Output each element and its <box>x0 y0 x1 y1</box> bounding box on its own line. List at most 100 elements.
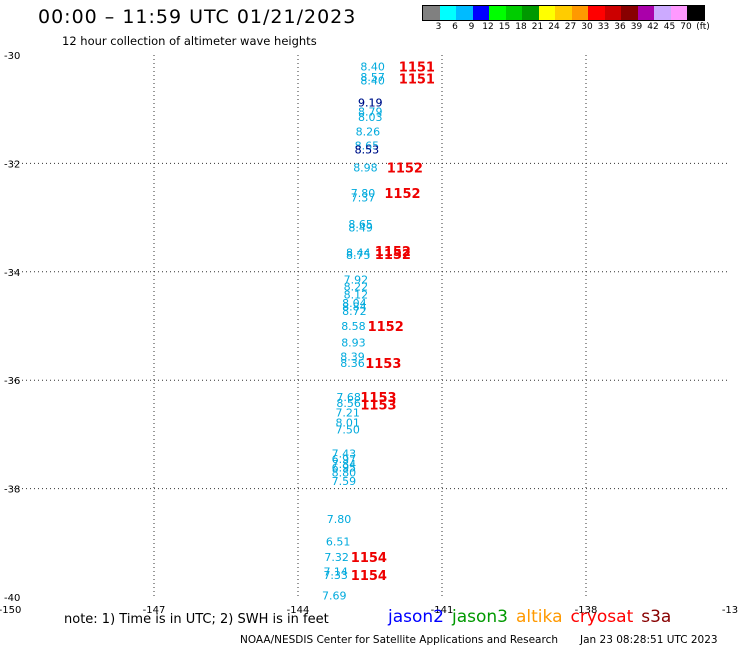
wave-height-label: 8.53 <box>355 143 380 156</box>
time-annotation: 1151 <box>399 60 435 75</box>
time-annotation: 1152 <box>384 187 420 202</box>
wave-height-label: 8.36 <box>340 357 365 370</box>
color-swatch <box>472 6 489 20</box>
time-annotation: 1154 <box>351 551 387 566</box>
wave-height-label: 7.59 <box>332 475 357 488</box>
x-tick-label: -13 <box>722 605 738 616</box>
color-scale-label: 18 <box>515 22 527 32</box>
wave-height-label: 7.43 <box>332 447 357 460</box>
y-tick-label: -38 <box>4 485 20 496</box>
generation-timestamp: Jan 23 08:28:51 UTC 2023 <box>580 634 718 646</box>
wave-height-label: 8.40 <box>360 74 385 87</box>
color-swatch <box>687 6 704 20</box>
color-swatch <box>637 6 654 20</box>
x-tick-label: -141 <box>431 605 454 616</box>
x-tick-label: -147 <box>143 605 166 616</box>
wave-height-label: 8.65 <box>348 218 373 231</box>
chart-title: 00:00 – 11:59 UTC 01/21/2023 <box>38 6 357 28</box>
color-swatch <box>670 6 687 20</box>
wave-height-label: 6.51 <box>326 536 351 549</box>
wave-height-label: 6.95 <box>332 461 357 474</box>
wave-height-label: 9.19 <box>358 97 383 110</box>
wave-height-label: 7.84 <box>332 458 357 471</box>
color-swatch <box>588 6 605 20</box>
axis-tick-labels: -150 -147 -144 -141 -138 -13 -30 -32 -34 -36 -38 -4… <box>0 51 738 616</box>
color-swatch <box>555 6 572 20</box>
wave-height-label: 8.93 <box>341 336 366 349</box>
color-scale-label: 30 <box>581 22 593 32</box>
color-swatch <box>654 6 671 20</box>
color-swatch <box>505 6 522 20</box>
wave-height-label: 8.75 <box>346 249 371 262</box>
footnote: note: 1) Time is in UTC; 2) SWH is in fe… <box>64 612 329 627</box>
color-swatch <box>439 6 456 20</box>
wave-height-label: 8.04 <box>342 297 367 310</box>
wave-height-label: 7.14 <box>323 566 348 579</box>
wave-height-label: 7.92 <box>344 273 369 286</box>
wave-height-label: 7.21 <box>335 407 360 420</box>
color-swatch <box>538 6 555 20</box>
time-annotation: 1151 <box>399 72 435 87</box>
wave-height-label: 8.98 <box>353 162 378 175</box>
color-swatch <box>423 6 440 20</box>
grid-lines <box>10 55 730 597</box>
time-annotation: 1154 <box>351 569 387 584</box>
legend-entry: altika <box>516 607 563 627</box>
time-annotation: 1152 <box>387 162 423 177</box>
y-tick-label: -32 <box>4 159 20 170</box>
chart-subtitle: 12 hour collection of altimeter wave hei… <box>62 34 317 48</box>
wave-height-label: 8.57 <box>360 71 385 84</box>
wave-height-label: 8.84 <box>342 300 367 313</box>
legend-entry: s3a <box>641 607 672 627</box>
wave-height-label: 7.33 <box>323 569 348 582</box>
wave-height-label: 8.03 <box>358 111 383 124</box>
time-annotation: 1153 <box>360 391 396 406</box>
color-scale-labels: 3 6 9 12 15 18 21 24 27 30 33 36 39 42 45 70 (ft) <box>422 21 710 33</box>
wave-height-label: 7.80 <box>351 187 376 200</box>
color-scale-label: 33 <box>597 22 610 32</box>
wave-height-label: 7.32 <box>324 551 349 564</box>
wave-height-label: 7.69 <box>322 589 347 602</box>
color-scale-unit: (ft) <box>696 22 710 32</box>
wave-height-label: 9.19 <box>358 97 383 110</box>
x-tick-label: -138 <box>575 605 598 616</box>
time-annotation: 1153 <box>360 399 396 414</box>
wave-height-label: 8.58 <box>341 320 366 333</box>
wave-height-label: 8.53 <box>355 143 380 156</box>
wave-height-label: 8.01 <box>335 416 360 429</box>
y-tick-label: -40 <box>4 593 20 604</box>
color-swatch <box>489 6 506 20</box>
color-scale-label: 15 <box>498 22 511 32</box>
color-scale-legend: 3 6 9 12 15 18 21 24 27 30 33 36 39 42 45 70 (ft) <box>422 5 710 33</box>
wave-height-label: 8.12 <box>344 289 369 302</box>
wave-height-label: 7.37 <box>351 192 376 205</box>
wave-height-label: 8.22 <box>344 280 369 293</box>
color-swatch <box>604 6 621 20</box>
time-annotation: 1152 <box>368 320 404 335</box>
wave-height-label: 8.44 <box>346 246 371 259</box>
wave-height-label: 8.40 <box>360 60 385 73</box>
time-annotation: 1152 <box>375 245 411 260</box>
y-tick-label: -36 <box>4 376 20 387</box>
y-tick-label: -34 <box>4 268 20 279</box>
color-scale-label: 24 <box>548 22 560 32</box>
color-scale-label: 6 <box>452 22 458 32</box>
legend-entry: jason3 <box>452 607 508 627</box>
wave-height-label: 8.26 <box>356 125 381 138</box>
wave-height-label: 8.65 <box>355 140 380 153</box>
color-scale-label: 70 <box>680 22 692 32</box>
y-tick-label: -30 <box>4 51 20 62</box>
color-scale-label: 36 <box>614 22 626 32</box>
color-scale-label: 12 <box>482 22 494 32</box>
wave-height-label: 7.68 <box>336 391 361 404</box>
color-swatch <box>522 6 539 20</box>
wave-height-label: 6.97 <box>332 453 357 466</box>
wave-height-label: 8.49 <box>348 221 373 234</box>
wave-height-label: 8.39 <box>340 350 365 363</box>
color-scale-label: 3 <box>435 22 442 32</box>
data-labels: 8.408.578.409.198.798.038.268.658.538.98… <box>322 60 385 602</box>
color-swatch <box>456 6 473 20</box>
wave-height-label: 8.72 <box>342 305 367 318</box>
color-scale-label: 42 <box>647 22 659 32</box>
